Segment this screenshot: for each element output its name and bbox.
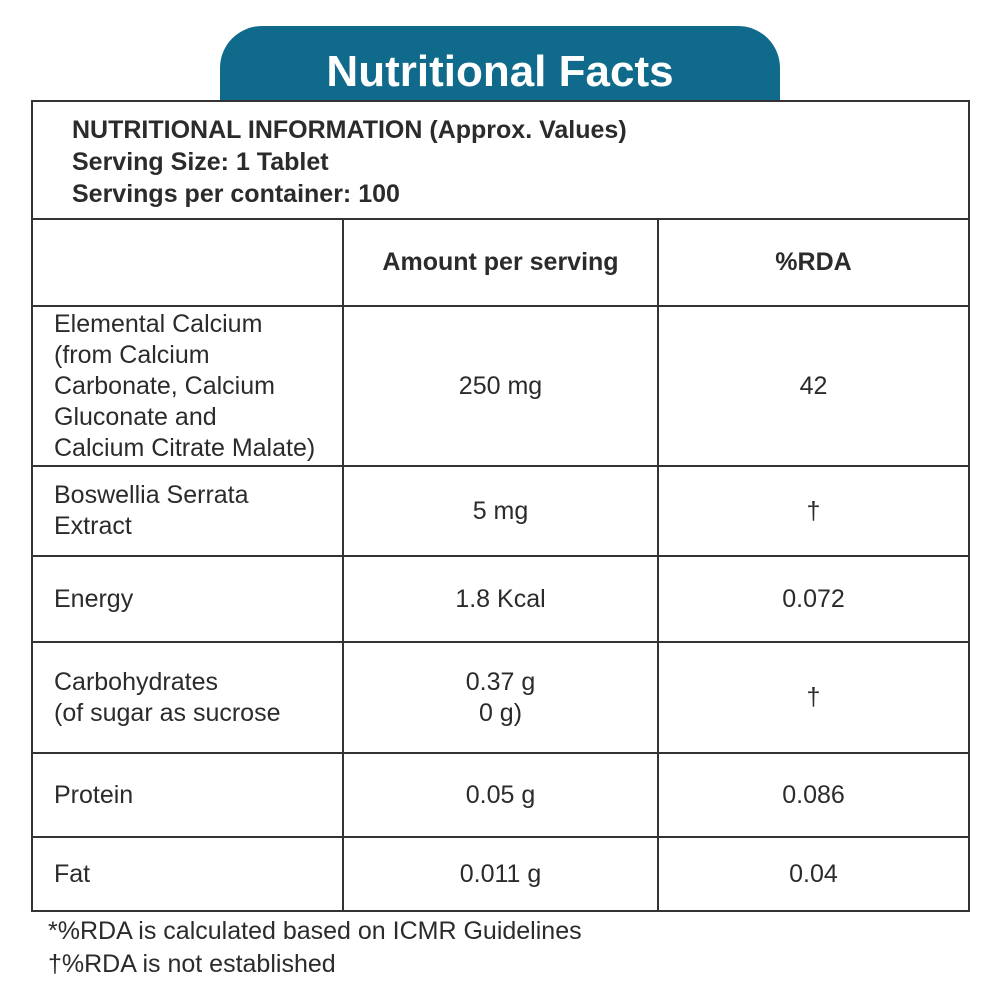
rda: 0.072	[782, 584, 845, 613]
rda: †	[806, 683, 821, 711]
amount: 0.37 g 0 g)	[344, 643, 659, 752]
nutrient-name: Protein	[33, 754, 344, 836]
table-row: Energy 1.8 Kcal 0.072	[33, 557, 968, 643]
amount: 5 mg	[344, 467, 659, 555]
table-row: Elemental Calcium (from Calcium Carbonat…	[33, 307, 968, 467]
info-section: NUTRITIONAL INFORMATION (Approx. Values)…	[33, 102, 968, 220]
amount: 0.05 g	[344, 754, 659, 836]
rda: 0.04	[789, 859, 838, 888]
amount: 0.011 g	[344, 838, 659, 910]
nutrient-name: Carbohydrates (of sugar as sucrose	[33, 643, 344, 752]
table-row: Fat 0.011 g 0.04	[33, 838, 968, 910]
info-heading: NUTRITIONAL INFORMATION (Approx. Values)	[72, 116, 627, 144]
title-banner: Nutritional Facts	[220, 26, 780, 102]
header-amount: Amount per serving	[344, 220, 659, 305]
table-row: Carbohydrates (of sugar as sucrose 0.37 …	[33, 643, 968, 754]
rda: 42	[799, 371, 828, 400]
header-nutrient	[33, 220, 344, 305]
table-row: Protein 0.05 g 0.086	[33, 754, 968, 838]
serving-size: Serving Size: 1 Tablet	[72, 148, 329, 176]
rda: †	[806, 496, 821, 525]
rda: 0.086	[782, 780, 845, 809]
nutrient-name: Boswellia Serrata Extract	[33, 467, 344, 555]
amount: 250 mg	[344, 307, 659, 465]
footnote-rda-basis: *%RDA is calculated based on ICMR Guidel…	[48, 917, 582, 945]
nutrition-table: NUTRITIONAL INFORMATION (Approx. Values)…	[31, 100, 970, 912]
nutrient-name: Energy	[33, 557, 344, 641]
nutrient-name: Fat	[33, 838, 344, 910]
table-row: Boswellia Serrata Extract 5 mg †	[33, 467, 968, 557]
servings-per-container: Servings per container: 100	[72, 180, 400, 208]
footnote-rda-not-established: †%RDA is not established	[48, 950, 336, 978]
amount: 1.8 Kcal	[344, 557, 659, 641]
table-header-row: Amount per serving %RDA	[33, 220, 968, 307]
header-rda: %RDA	[775, 248, 852, 276]
nutrient-name: Elemental Calcium (from Calcium Carbonat…	[33, 307, 344, 465]
